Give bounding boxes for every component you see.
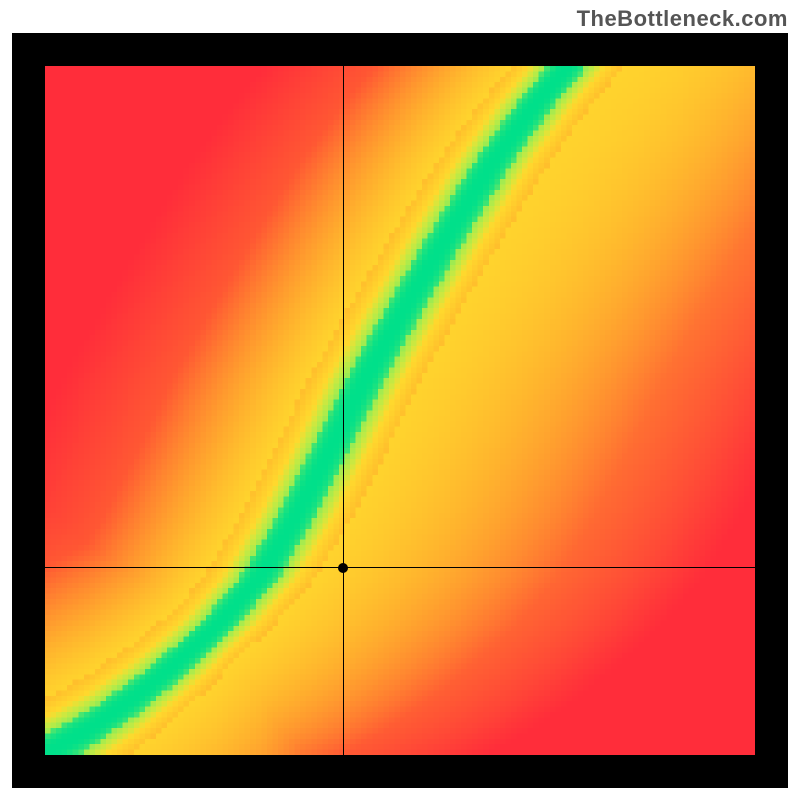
attribution-text: TheBottleneck.com [577,6,788,32]
crosshair-vertical [343,66,344,755]
bottleneck-heatmap [45,66,755,755]
crosshair-dot [338,563,348,573]
crosshair-horizontal [45,567,755,568]
image-root: TheBottleneck.com [0,0,800,800]
